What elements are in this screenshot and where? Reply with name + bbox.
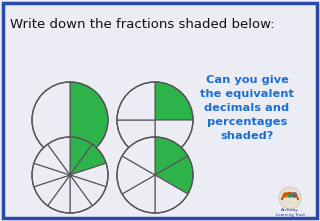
Wedge shape xyxy=(117,156,155,194)
Text: Write down the fractions shaded below:: Write down the fractions shaded below: xyxy=(10,18,275,31)
Wedge shape xyxy=(48,137,70,175)
Wedge shape xyxy=(70,137,92,175)
Wedge shape xyxy=(70,82,108,158)
Circle shape xyxy=(279,187,301,209)
Wedge shape xyxy=(32,163,70,187)
Wedge shape xyxy=(70,175,92,213)
Wedge shape xyxy=(70,175,106,206)
Circle shape xyxy=(292,192,297,198)
Wedge shape xyxy=(34,175,70,206)
Text: Archway
Learning Trust: Archway Learning Trust xyxy=(276,208,305,217)
Wedge shape xyxy=(155,82,193,120)
Wedge shape xyxy=(32,82,70,158)
Wedge shape xyxy=(155,156,193,194)
Wedge shape xyxy=(122,175,155,213)
Circle shape xyxy=(287,192,293,198)
Wedge shape xyxy=(155,175,188,213)
Circle shape xyxy=(283,192,288,198)
Wedge shape xyxy=(34,144,70,175)
Wedge shape xyxy=(117,82,155,120)
Wedge shape xyxy=(70,144,106,175)
FancyBboxPatch shape xyxy=(3,3,317,218)
Text: Can you give
the equivalent
decimals and
percentages
shaded?: Can you give the equivalent decimals and… xyxy=(200,75,294,141)
Wedge shape xyxy=(117,120,155,158)
Wedge shape xyxy=(155,137,188,175)
Wedge shape xyxy=(70,163,108,187)
Wedge shape xyxy=(48,175,70,213)
Wedge shape xyxy=(155,120,193,158)
Wedge shape xyxy=(122,137,155,175)
